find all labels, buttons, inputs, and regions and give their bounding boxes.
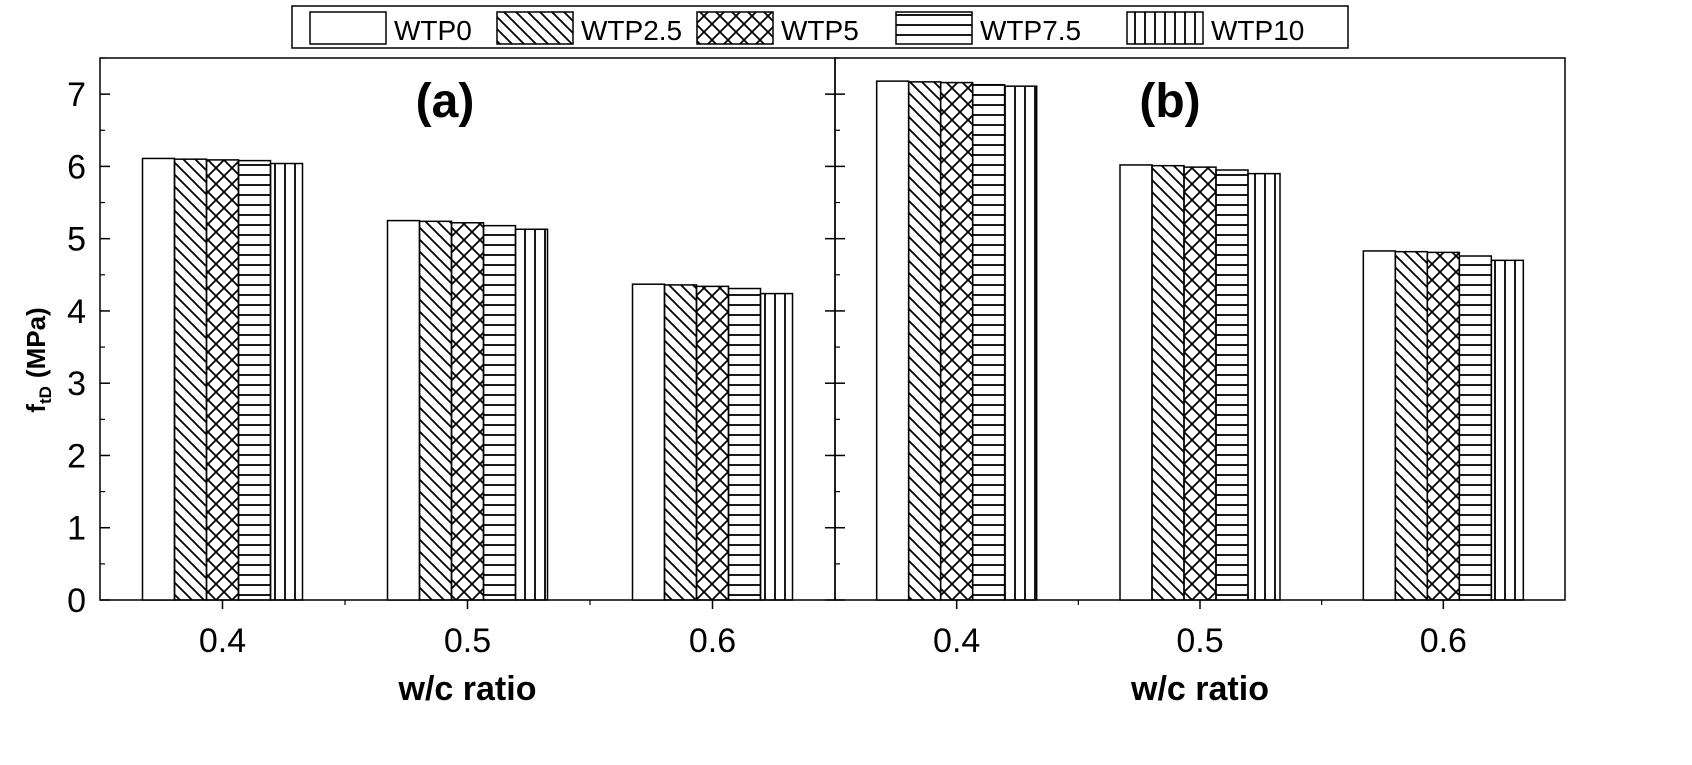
bar [1426,251,1461,601]
bar [1394,250,1429,601]
x-tick-label: 0.5 [1176,622,1223,660]
y-tick-label: 0 [67,582,86,620]
bar [237,159,272,601]
panel-label: (a) [416,75,475,128]
x-axis-label: w/c ratio [1130,670,1269,708]
svg-text:ftD(MPa): ftD (MPa) [21,307,55,412]
bar [907,81,942,601]
x-axis-label: w/c ratio [398,670,537,708]
bar [759,292,794,601]
bar [386,219,421,601]
bar [663,284,698,601]
bar [514,228,549,601]
legend-label: WTP10 [1211,15,1304,46]
legend-label: WTP2.5 [581,15,682,46]
legend-label: WTP7.5 [980,15,1081,46]
legend-swatch [696,11,774,45]
bar [1183,166,1217,601]
bar [1247,172,1281,601]
bar [971,83,1006,601]
y-tick-label: 2 [67,437,86,475]
bar [173,158,208,601]
x-tick-label: 0.6 [1420,622,1467,660]
bar [939,81,974,601]
bar [1490,259,1525,601]
bar [1458,255,1493,601]
bar [418,220,453,601]
bar [482,224,517,601]
legend-swatch [309,11,387,45]
y-axis-label-main: f [21,404,51,413]
bar [1215,169,1249,601]
bar [727,287,762,601]
y-tick-label: 4 [67,293,86,331]
y-axis-label-unit: (MPa) [21,307,51,378]
panel-a: 0 1 2 3 4 5 6 7 0.4 0.5 0.6 (a) w/c ratio [67,57,836,708]
panel-b: 0.4 0.5 0.6 (b) w/c ratio [825,57,1566,708]
legend-swatch [496,11,574,45]
y-axis-label: ftD (MPa) [21,307,55,412]
bar [695,285,730,601]
x-tick-label: 0.4 [199,622,246,660]
bar [1003,85,1038,601]
bar [205,159,240,601]
legend: WTP0 WTP2.5 WTP5 WTP7.5 WTP10 [291,5,1349,49]
legend-label: WTP0 [394,15,472,46]
bar [450,222,485,601]
bar [269,162,304,601]
bar [1362,250,1397,601]
y-tick-label: 7 [67,76,86,114]
y-axis-label-subscript: tD [36,386,55,404]
bar [141,157,176,601]
y-tick-label: 5 [67,221,86,259]
legend-swatch [1126,11,1204,45]
bar [875,80,910,601]
y-tick-label: 3 [67,365,86,403]
x-tick-label: 0.4 [933,622,980,660]
legend-swatch [895,11,973,45]
bar [631,283,666,601]
bar [1119,164,1153,601]
bar [1151,164,1185,601]
x-tick-label: 0.6 [689,622,736,660]
y-tick-label: 1 [67,510,86,548]
legend-label: WTP5 [781,15,859,46]
y-tick-label: 6 [67,148,86,186]
x-tick-label: 0.5 [444,622,491,660]
panel-label: (b) [1139,75,1200,128]
